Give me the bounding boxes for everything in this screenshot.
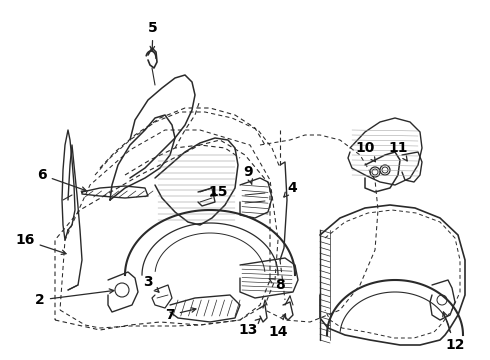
Text: 15: 15 [208,185,228,199]
Text: 8: 8 [269,278,285,292]
Text: 11: 11 [388,141,408,161]
Text: 12: 12 [443,312,465,352]
Text: 7: 7 [165,308,196,322]
Text: 10: 10 [355,141,375,162]
Text: 4: 4 [284,181,297,197]
Text: 9: 9 [243,165,253,184]
Text: 14: 14 [268,314,288,339]
Text: 13: 13 [238,318,261,337]
Text: 3: 3 [143,275,159,292]
Text: 6: 6 [37,168,86,191]
Text: 16: 16 [15,233,66,255]
Text: 5: 5 [148,21,158,51]
Text: 2: 2 [35,289,114,307]
